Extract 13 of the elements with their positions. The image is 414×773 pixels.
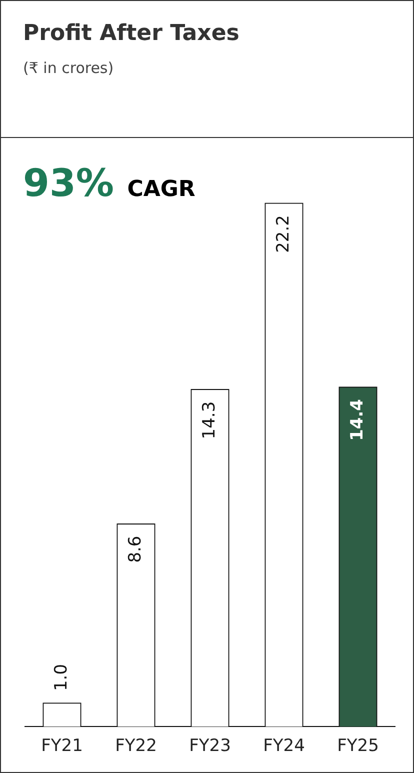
- annotation: 93% CAGR: [23, 161, 196, 205]
- data-label: 14.4: [347, 398, 368, 441]
- data-label: 8.6: [125, 536, 146, 563]
- chart-subtitle: (₹ in crores): [23, 59, 114, 77]
- data-label: 14.3: [199, 401, 220, 440]
- x-tick-label: FY21: [41, 736, 83, 756]
- x-tick-label: FY24: [263, 736, 305, 756]
- x-tick-label: FY22: [115, 736, 157, 756]
- chart-title: Profit After Taxes: [23, 21, 240, 46]
- data-label: 22.2: [273, 215, 294, 253]
- x-tick-label: FY23: [189, 736, 231, 756]
- data-label: 1.0: [51, 664, 72, 692]
- x-tick-label: FY25: [337, 736, 379, 756]
